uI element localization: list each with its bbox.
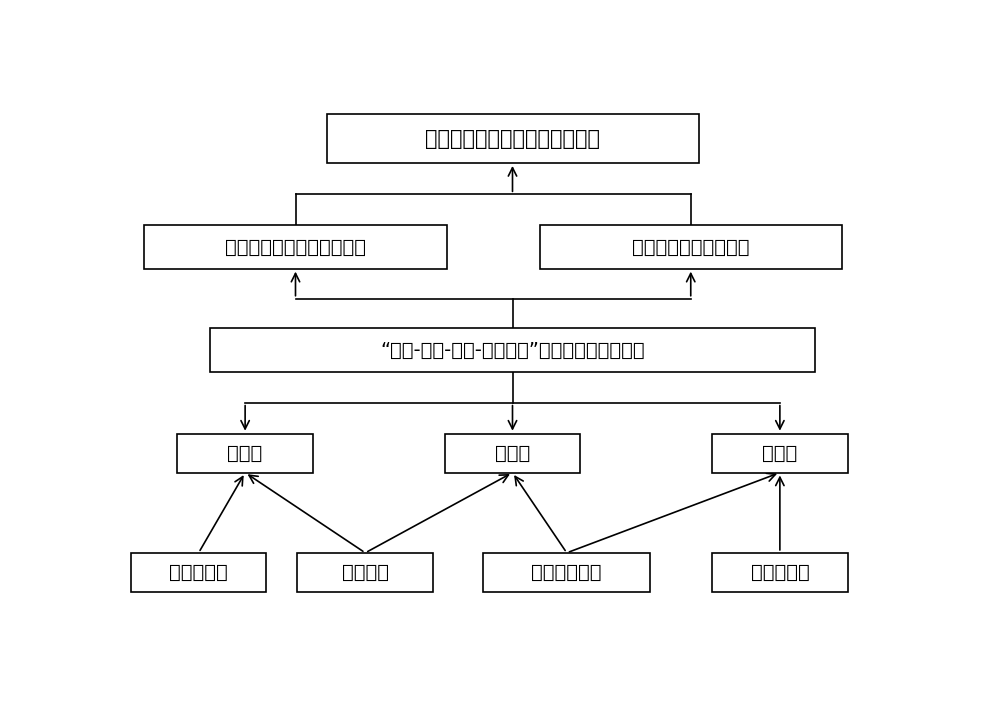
Bar — [131, 553, 266, 592]
Text: 方式二: 方式二 — [495, 444, 530, 463]
Text: 方式三: 方式三 — [762, 444, 798, 463]
Text: 飞刀切削: 飞刀切削 — [342, 563, 389, 582]
Text: 保证微量的单次去除量: 保证微量的单次去除量 — [632, 238, 750, 256]
Bar — [177, 434, 313, 472]
Bar — [297, 553, 433, 592]
Bar — [144, 225, 447, 269]
Bar — [326, 114, 698, 163]
Text: 快速伺服运动: 快速伺服运动 — [532, 563, 602, 582]
Text: “飞刀-铣削-车削-快速伺服”超精密快速切削组合: “飞刀-铣削-车削-快速伺服”超精密快速切削组合 — [380, 341, 645, 360]
Text: 超精密车削: 超精密车削 — [750, 563, 809, 582]
Bar — [483, 553, 650, 592]
Text: 超精密铣削: 超精密铣削 — [169, 563, 228, 582]
Text: 脆性材料复杂曲面高效无损加工: 脆性材料复杂曲面高效无损加工 — [425, 129, 600, 149]
Bar — [540, 225, 842, 269]
Text: 方式一: 方式一 — [228, 444, 263, 463]
Bar — [712, 553, 848, 592]
Bar — [712, 434, 848, 472]
Text: 材料在脆塑转变深度内去除: 材料在脆塑转变深度内去除 — [225, 238, 366, 256]
Bar — [210, 328, 815, 372]
Bar — [445, 434, 580, 472]
